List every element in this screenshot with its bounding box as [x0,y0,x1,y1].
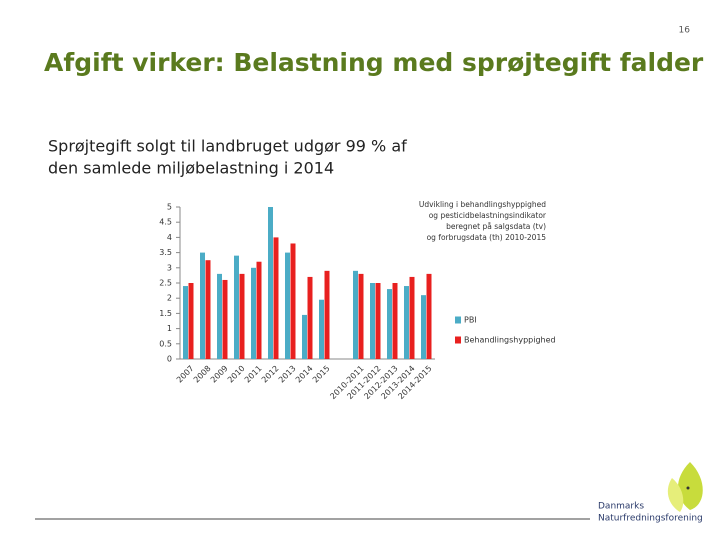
legend-swatch [455,316,461,324]
subtitle-line: Sprøjtegift solgt til landbruget udgør 9… [48,137,407,156]
chart-annotation: beregnet på salgsdata (tv) [446,222,546,231]
bar [307,276,313,359]
bar [409,276,415,359]
bar [234,255,239,359]
bar [256,261,262,359]
bar [358,273,364,359]
bar [239,273,245,359]
bar [392,283,398,359]
legend-swatch [455,336,461,344]
bar [421,295,426,359]
bar [217,273,222,359]
x-tick-label: 2015 [311,364,332,385]
bar [404,286,409,359]
logo-text: Danmarks [598,502,644,512]
bar [205,260,211,359]
x-tick-label: 2013 [277,364,298,385]
slide-title: Afgift virker: Belastning med sprøjtegif… [44,48,704,77]
logo-text: Naturfredningsforening [598,514,703,524]
bar [353,270,358,359]
x-tick-label: 2012 [260,364,281,385]
bar [290,243,296,359]
bar [285,252,290,359]
logo-leaf [667,478,684,512]
bar [268,207,273,359]
bar [324,270,330,359]
chart: 00.511.522.533.544.552007200820092010201… [159,200,555,401]
y-tick-label: 2.5 [159,279,172,288]
bar [200,252,205,359]
logo: Danmarks Naturfredningsforening [598,462,703,524]
y-tick-label: 3.5 [159,248,172,257]
bar [319,299,324,359]
x-tick-label: 2014 [294,364,315,385]
x-tick-label: 2009 [209,364,230,385]
x-tick-label: 2011 [243,364,264,385]
x-tick-label: 2010 [226,364,247,385]
bar [183,286,188,359]
subtitle-line: den samlede miljøbelastning i 2014 [48,159,334,178]
bar [222,279,228,359]
logo-dot [686,486,690,490]
chart-annotation: og forbrugsdata (th) 2010-2015 [427,233,547,242]
bar [302,314,307,359]
bar [370,283,375,359]
bar [188,283,194,359]
y-tick-label: 5 [167,203,172,212]
x-tick-label: 2007 [175,364,196,385]
y-tick-label: 0.5 [159,339,172,348]
y-tick-label: 4 [167,233,172,242]
bar [426,273,432,359]
chart-annotation: Udvikling i behandlingshyppighed [419,200,546,209]
logo-leaf [677,462,703,510]
y-tick-label: 3 [167,263,172,272]
bar [251,267,256,359]
legend-label: Behandlingshyppighed [464,336,556,345]
chart-annotation: og pesticidbelastningsindikator [429,211,547,220]
bar [387,289,392,359]
y-tick-label: 2 [167,294,172,303]
bar [375,283,381,359]
y-tick-label: 1 [167,324,172,333]
y-tick-label: 4.5 [159,218,172,227]
x-tick-label: 2008 [192,364,213,385]
y-tick-label: 1.5 [159,309,172,318]
bar [273,237,279,359]
legend-label: PBI [464,316,477,325]
page-number: 16 [679,26,691,36]
y-tick-label: 0 [167,355,172,364]
